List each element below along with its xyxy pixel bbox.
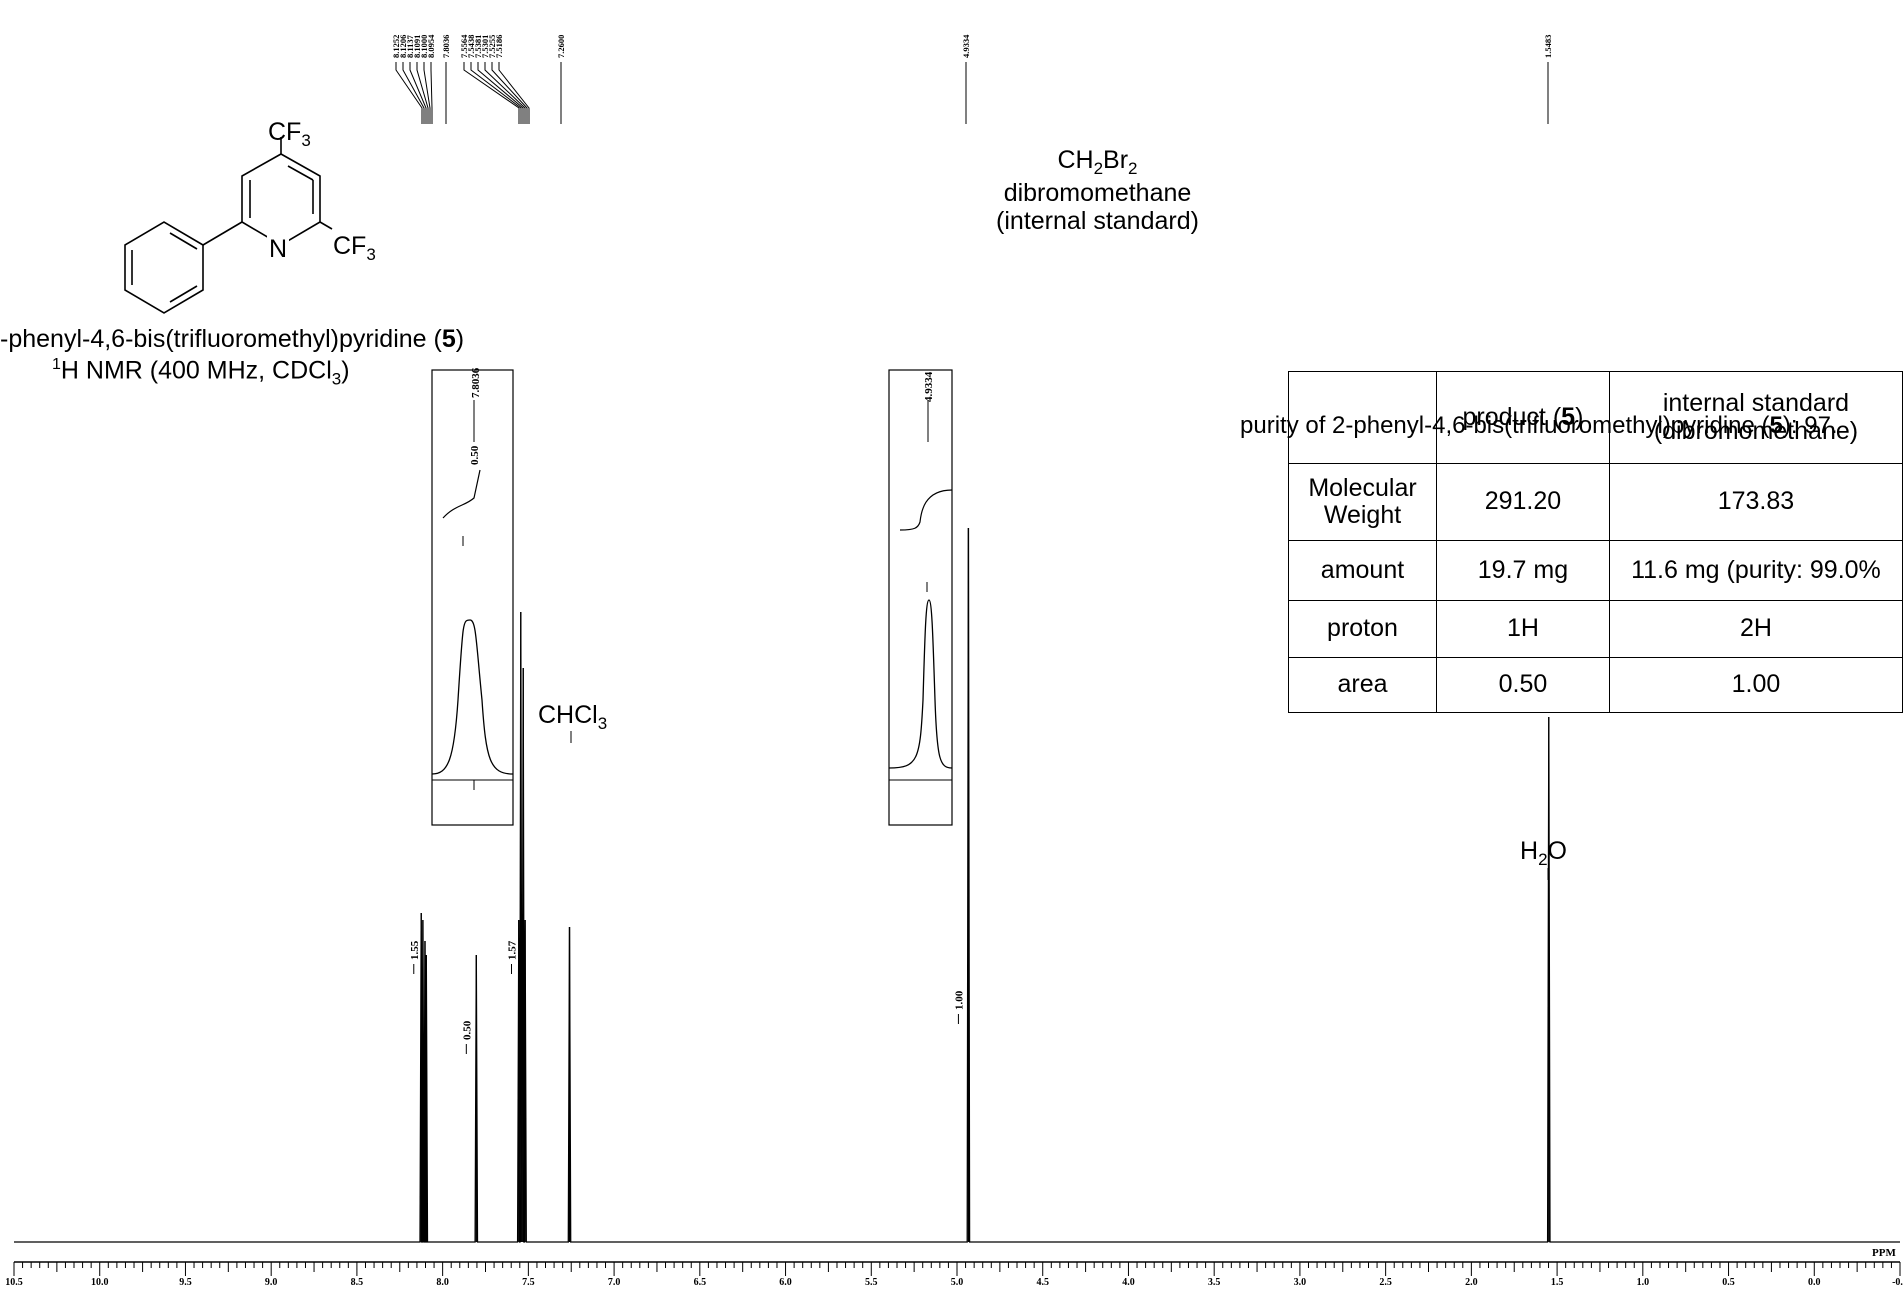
x-axis-label: PPM (1872, 1247, 1896, 1259)
peak-value-label: 1.5483 (1543, 35, 1553, 58)
phenyl-ring (124, 221, 204, 314)
x-tick-label: -0.5 (1892, 1277, 1903, 1288)
chcl3-label: CHCl3 (538, 701, 608, 733)
nmr-conditions: 1H NMR (400 MHz, CDCl3) (52, 356, 350, 389)
x-tick-label: 7.5 (522, 1277, 535, 1288)
x-tick-label: 9.0 (265, 1277, 278, 1288)
cf3-right-label: CF3 (333, 232, 376, 264)
x-axis-ticks: 10.5 10.0 9.5 9.0 8.5 8.0 7.5 7.0 6.5 6.0 5.5 5.0 4.… (5, 1262, 1903, 1288)
inset-product: 7.8036 0.50 (431, 367, 514, 826)
x-tick-label: 3.5 (1208, 1277, 1221, 1288)
x-tick-label: 2.5 (1379, 1277, 1392, 1288)
peak-value-label: 8.1000 (419, 35, 429, 58)
water-label: H2O (1520, 837, 1567, 869)
bond-cf3-right (319, 221, 333, 230)
peak-value-label: 7.5438 (466, 35, 476, 58)
table-row: amount 19.7 mg 11.6 mg (purity: 99.0% (1288, 540, 1903, 601)
table-row: area 0.50 1.00 (1288, 657, 1903, 713)
peak-value-label: 7.5186 (494, 35, 504, 58)
x-tick-label: 2.0 (1465, 1277, 1478, 1288)
x-tick-label: 6.5 (694, 1277, 707, 1288)
x-tick-label: 8.0 (436, 1277, 449, 1288)
peak-value-label: 4.9334 (961, 34, 971, 58)
integral-label-3: 1.00 (953, 990, 965, 1010)
peak-value-label: 8.1091 (412, 35, 422, 58)
peak-value-label: 7.2600 (556, 35, 566, 58)
x-tick-label: 10.0 (91, 1277, 109, 1288)
table-row: proton 1H 2H (1288, 600, 1903, 658)
x-tick-label: 10.5 (5, 1277, 23, 1288)
table-header-row: product (5) internal standard (dibromomet… (1288, 371, 1903, 464)
phenyl-double-bond-3 (169, 285, 198, 303)
svg-text:0.50: 0.50 (469, 445, 481, 465)
x-tick-label: 5.0 (951, 1277, 964, 1288)
x-tick-label: 3.0 (1294, 1277, 1307, 1288)
internal-standard-label: CH2Br2 dibromomethane (internal standard… (996, 146, 1199, 236)
nitrogen-label: N (267, 235, 290, 264)
svg-text:7.8036: 7.8036 (470, 367, 482, 398)
peak-value-label: 7.8036 (441, 35, 451, 58)
svg-text:4.9334: 4.9334 (923, 371, 935, 402)
peak-value-label: 7.5301 (480, 35, 490, 58)
phenyl-double-bond-1 (169, 232, 198, 250)
peak-value-label: 8.1252 (391, 35, 401, 58)
ring-double-bond-1 (287, 165, 314, 181)
x-tick-label: 8.5 (351, 1277, 364, 1288)
x-tick-label: 9.5 (179, 1277, 192, 1288)
peak-lines (420, 528, 1550, 1242)
peak-value-label: 8.0954 (426, 34, 436, 58)
integral-labels: 1.55 0.50 1.57 1.00 (409, 940, 965, 1054)
integral-label-0: 1.55 (409, 940, 421, 960)
x-tick-label: 4.5 (1036, 1277, 1049, 1288)
peak-value-label: 7.5381 (473, 35, 483, 58)
molecule-structure (124, 137, 333, 314)
quantification-table: product (5) internal standard (dibromomet… (1288, 371, 1903, 713)
x-tick-label: 7.0 (608, 1277, 621, 1288)
x-tick-label: 4.0 (1122, 1277, 1135, 1288)
peak-value-label: 8.1137 (405, 34, 415, 58)
integral-label-2: 1.57 (507, 940, 519, 960)
peak-value-label: 8.1206 (398, 35, 408, 58)
cf3-top-label: CF3 (268, 118, 311, 150)
integral-label-1: 0.50 (461, 1020, 473, 1040)
x-tick-label: 0.5 (1722, 1277, 1735, 1288)
peak-value-label: 7.5564 (459, 34, 469, 58)
pyridine-ring (241, 153, 321, 246)
peak-value-label: 7.5255 (487, 35, 497, 58)
x-tick-label: 0.0 (1808, 1277, 1821, 1288)
table-row: Molecular Weight 291.20 173.83 (1288, 463, 1903, 541)
inset-standard: 4.9334 (888, 369, 953, 826)
x-tick-label: 5.5 (865, 1277, 878, 1288)
bond-phenyl (202, 221, 243, 246)
x-tick-label: 1.0 (1637, 1277, 1650, 1288)
x-tick-label: 6.0 (779, 1277, 792, 1288)
compound-name: -phenyl-4,6-bis(trifluoromethyl)pyridine… (0, 325, 465, 353)
x-tick-label: 1.5 (1551, 1277, 1564, 1288)
spectrum-trace (14, 527, 1900, 1243)
